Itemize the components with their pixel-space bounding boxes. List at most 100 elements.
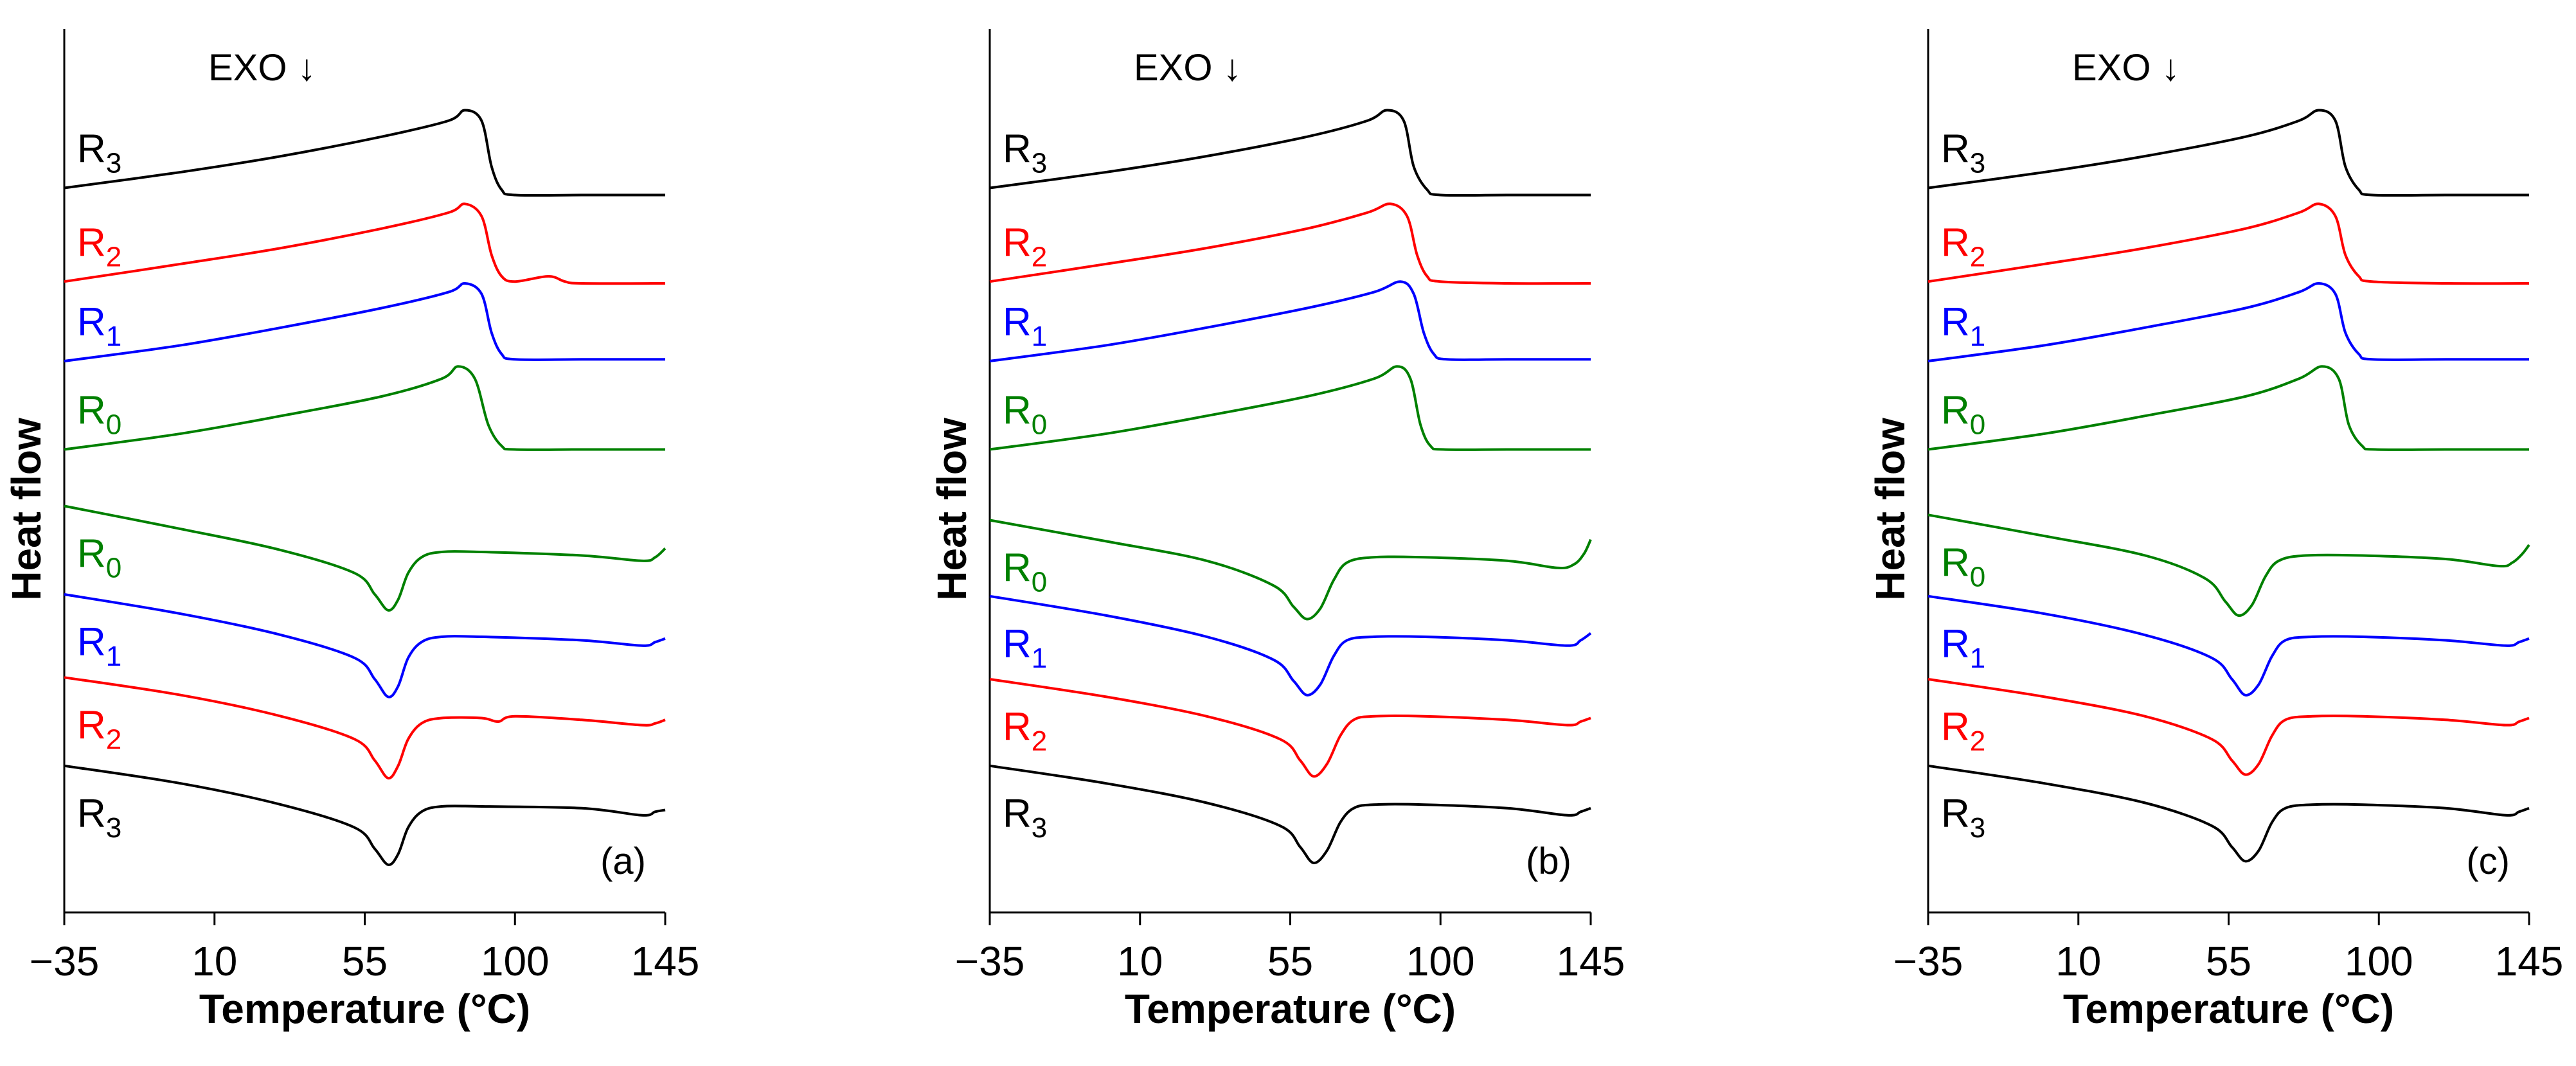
- series-label-subscript: 1: [1032, 321, 1047, 352]
- series-label-subscript: 3: [106, 812, 121, 844]
- x-tick-label: 145: [1557, 938, 1625, 984]
- series-label-subscript: 2: [106, 724, 121, 755]
- series-label-lower-r1: R1: [1941, 622, 1985, 674]
- x-tick-label: 55: [1267, 938, 1313, 984]
- series-line-upper-r0: [1928, 365, 2529, 451]
- series-label-subscript: 1: [106, 321, 121, 352]
- series-label-subscript: 2: [1970, 241, 1985, 272]
- x-tick-label: 10: [1117, 938, 1163, 984]
- x-tick-label: −35: [1893, 938, 1963, 984]
- x-tick-label: 100: [481, 938, 550, 984]
- x-tick-label: 100: [2345, 938, 2413, 984]
- series-label-subscript: 1: [1032, 643, 1047, 674]
- series-label-upper-r1: R1: [1003, 300, 1047, 352]
- series-line-upper-r1: [64, 282, 665, 362]
- series-label-upper-r3: R3: [77, 127, 121, 179]
- series-label-upper-r1: R1: [1941, 300, 1985, 352]
- series-line-lower-r1: [64, 593, 666, 698]
- x-tick-label: 55: [342, 938, 388, 984]
- series-line-lower-r3: [989, 764, 1591, 864]
- series-label-lower-r3: R3: [1941, 792, 1985, 844]
- series-label-subscript: 0: [1970, 409, 1985, 441]
- x-axis-title: Temperature (°C): [2063, 986, 2394, 1032]
- series-label-upper-r2: R2: [1003, 220, 1047, 272]
- series-label-lower-r2: R2: [1003, 705, 1047, 757]
- series-label-subscript: 3: [1032, 148, 1047, 179]
- series-label-upper-r0: R0: [77, 389, 121, 441]
- series-line-lower-r1: [989, 594, 1592, 697]
- series-label-lower-r3: R3: [77, 792, 121, 844]
- x-tick-label: −35: [955, 938, 1025, 984]
- series-label-upper-r2: R2: [1941, 220, 1985, 272]
- x-tick-label: 55: [2206, 938, 2251, 984]
- series-line-lower-r3: [1928, 764, 2530, 863]
- series-label-subscript: 3: [1970, 812, 1985, 844]
- series-line-lower-r2: [989, 678, 1591, 778]
- exo-annotation: EXO ↓: [1134, 47, 1242, 89]
- series-line-lower-r2: [1928, 678, 2530, 776]
- series-label-subscript: 3: [106, 148, 121, 179]
- y-axis-title: Heat flow: [3, 418, 49, 601]
- series-label-upper-r1: R1: [77, 300, 121, 352]
- series-label-upper-r3: R3: [1941, 127, 1985, 179]
- series-label-lower-r0: R0: [1003, 546, 1047, 598]
- series-line-lower-r0: [989, 519, 1592, 621]
- series-label-lower-r3: R3: [1003, 792, 1047, 844]
- x-axis-title: Temperature (°C): [199, 986, 530, 1032]
- series-line-lower-r0: [1928, 513, 2530, 617]
- series-label-subscript: 2: [1032, 241, 1047, 272]
- series-label-subscript: 0: [1032, 409, 1047, 441]
- series-line-lower-r2: [64, 676, 666, 780]
- exo-annotation: EXO ↓: [2072, 47, 2180, 89]
- series-label-lower-r1: R1: [1003, 622, 1047, 674]
- x-tick-label: 145: [631, 938, 700, 984]
- series-line-upper-r1: [1928, 282, 2529, 362]
- series-label-subscript: 0: [1970, 561, 1985, 592]
- series-label-lower-r1: R1: [77, 620, 121, 672]
- series-line-upper-r3: [989, 109, 1591, 197]
- series-label-lower-r0: R0: [77, 532, 121, 584]
- series-label-subscript: 0: [106, 553, 121, 584]
- series-label-subscript: 0: [106, 409, 121, 441]
- y-axis-title: Heat flow: [929, 418, 975, 601]
- x-tick-label: −35: [30, 938, 100, 984]
- series-line-lower-r1: [1928, 594, 2530, 697]
- series-label-subscript: 1: [1970, 643, 1985, 674]
- y-axis-title: Heat flow: [1867, 418, 1913, 601]
- series-label-subscript: 2: [106, 241, 121, 272]
- series-label-subscript: 0: [1032, 567, 1047, 598]
- series-label-upper-r0: R0: [1003, 389, 1047, 441]
- series-label-lower-r2: R2: [77, 703, 121, 755]
- series-label-subscript: 1: [106, 641, 121, 672]
- series-label-subscript: 2: [1032, 725, 1047, 757]
- series-label-upper-r0: R0: [1941, 389, 1985, 441]
- x-tick-label: 145: [2495, 938, 2564, 984]
- x-tick-label: 10: [192, 938, 237, 984]
- series-line-upper-r3: [64, 109, 665, 197]
- series-line-upper-r2: [64, 202, 666, 285]
- series-line-upper-r2: [1928, 202, 2530, 285]
- series-label-subscript: 3: [1970, 148, 1985, 179]
- series-label-subscript: 1: [1970, 321, 1985, 352]
- series-line-upper-r0: [64, 365, 665, 451]
- series-label-lower-r2: R2: [1941, 705, 1985, 757]
- series-label-lower-r0: R0: [1941, 540, 1985, 592]
- series-line-upper-r3: [1928, 109, 2529, 197]
- series-line-lower-r0: [64, 504, 666, 612]
- series-line-upper-r2: [989, 202, 1591, 285]
- series-label-upper-r2: R2: [77, 220, 121, 272]
- series-line-upper-r1: [989, 280, 1591, 362]
- x-tick-label: 100: [1406, 938, 1475, 984]
- panel-label: (b): [1526, 840, 1571, 882]
- x-tick-label: 10: [2055, 938, 2101, 984]
- series-label-upper-r3: R3: [1003, 127, 1047, 179]
- series-label-subscript: 2: [1970, 725, 1985, 757]
- series-label-subscript: 3: [1032, 812, 1047, 844]
- panel-label: (c): [2466, 840, 2510, 882]
- series-line-upper-r0: [989, 365, 1591, 451]
- series-line-lower-r3: [64, 764, 666, 866]
